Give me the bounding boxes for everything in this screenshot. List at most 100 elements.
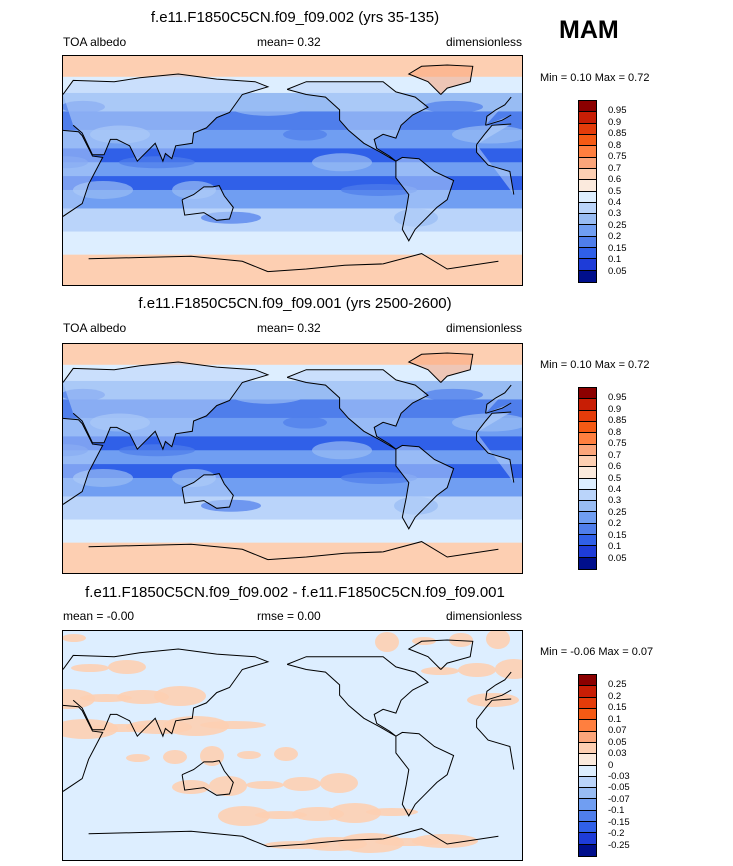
colorbar-swatch [579, 388, 596, 400]
coastline-australia [181, 760, 234, 796]
panel-top-variable-label: TOA albedo [63, 35, 127, 49]
colorbar-tick-label: 0.5 [608, 472, 622, 484]
colorbar-tick-label: 0.15 [608, 242, 627, 254]
colorbar-swatch [579, 467, 596, 479]
colorbar-tick-label: 0.4 [608, 196, 622, 208]
colorbar-tick-label: 0.05 [608, 265, 627, 277]
colorbar-swatch [579, 134, 596, 147]
panel-bottom-map [62, 630, 523, 861]
panel-middle-variable-label: TOA albedo [63, 321, 127, 335]
colorbar-swatch [579, 270, 596, 282]
field-band [63, 344, 522, 366]
field-blob [486, 631, 510, 649]
colorbar-swatch [579, 844, 596, 856]
field-blob [341, 183, 417, 196]
colorbar-tick-label: 0.1 [608, 713, 622, 725]
panel-middle-mean-label: mean= 0.32 [257, 321, 321, 335]
field-band [63, 496, 522, 521]
colorbar-tick-label: 0.03 [608, 748, 627, 760]
colorbar-tick-label: -0.15 [608, 816, 630, 828]
field-blob [292, 807, 344, 821]
panel-bottom-mean-label: mean = -0.00 [63, 609, 135, 623]
colorbar-swatch [579, 546, 596, 558]
coastline-eurasia [63, 361, 512, 451]
colorbar-tick-label: 0.9 [608, 116, 622, 128]
colorbar-swatch [579, 810, 596, 823]
field-blob [423, 100, 483, 113]
panel-bottom-title: f.e11.F1850C5CN.f09_f09.002 - f.e11.F185… [85, 584, 505, 601]
colorbar-swatch [579, 720, 596, 732]
panel-top-minmax: Min = 0.10 Max = 0.72 [540, 72, 650, 84]
colorbar-swatch [579, 225, 596, 237]
colorbar-tick-label: -0.2 [608, 828, 625, 840]
field-blob [312, 441, 372, 460]
panel-middle-title: f.e11.F1850C5CN.f09_f09.001 (yrs 2500-26… [138, 295, 452, 312]
colorbar-swatch [579, 433, 596, 445]
field-blob [283, 777, 321, 791]
colorbar-swatch [579, 123, 596, 135]
colorbar-tick-label: 0.07 [608, 725, 627, 737]
colorbar-swatch [579, 146, 596, 158]
field-blob [329, 803, 381, 823]
colorbar-swatch [579, 202, 596, 215]
panel-middle-minmax: Min = 0.10 Max = 0.72 [540, 359, 650, 371]
field-blob [449, 633, 473, 647]
colorbar-tick-label: 0.8 [608, 139, 622, 151]
panel-middle-units-label: dimensionless [446, 321, 523, 335]
colorbar-tick-label: 0.85 [608, 415, 627, 427]
coastline-south-america [395, 444, 455, 530]
colorbar-swatch [579, 157, 596, 169]
coastline-greenland [407, 64, 474, 95]
panel-top-map-svg [63, 56, 522, 285]
field-band [63, 231, 522, 256]
colorbar-tick-label: 0.05 [608, 552, 627, 564]
coastline-antarctica [88, 541, 499, 561]
coastline-eurasia [63, 648, 512, 738]
field-blob [71, 664, 109, 672]
panel-middle-colorbar [578, 387, 597, 570]
colorbar-swatch [579, 708, 596, 721]
field-blob [117, 690, 169, 704]
season-label: MAM [559, 16, 619, 44]
colorbar-swatch [579, 112, 596, 124]
colorbar-swatch [579, 501, 596, 513]
field-blob [119, 444, 195, 457]
colorbar-tick-label: 0.3 [608, 208, 622, 220]
colorbar-swatch [579, 259, 596, 271]
coastline-greenland [407, 639, 474, 670]
colorbar-tick-label: 0.95 [608, 105, 627, 117]
colorbar-tick-label: 0.8 [608, 426, 622, 438]
field-blob [312, 153, 372, 172]
field-blob [63, 719, 118, 739]
field-blob [237, 751, 261, 759]
field-blob [119, 156, 195, 169]
panel-middle-map [62, 343, 523, 574]
field-band [63, 189, 522, 210]
panel-bottom-minmax: Min = -0.06 Max = 0.07 [540, 646, 654, 658]
coastline-africa [63, 123, 515, 217]
colorbar-tick-label: -0.25 [608, 839, 630, 851]
panel-bottom-map-svg [63, 631, 522, 860]
colorbar-swatch [579, 421, 596, 434]
colorbar-swatch [579, 833, 596, 845]
colorbar-swatch [579, 822, 596, 834]
colorbar-swatch [579, 455, 596, 468]
coastline-eurasia [63, 73, 512, 163]
colorbar-tick-label: 0.25 [608, 219, 627, 231]
colorbar-tick-label: 0.9 [608, 403, 622, 415]
colorbar-swatch [579, 535, 596, 547]
colorbar-swatch [579, 191, 596, 203]
colorbar-tick-label: 0 [608, 759, 614, 771]
field-blob [63, 634, 86, 642]
colorbar-tick-label: 0.95 [608, 392, 627, 404]
field-blob [163, 750, 187, 764]
field-blob [341, 471, 417, 484]
coastline-australia [181, 473, 234, 509]
colorbar-tick-label: 0.7 [608, 162, 622, 174]
field-band [63, 208, 522, 233]
colorbar-tick-label: 0.3 [608, 495, 622, 507]
field-blob [423, 388, 483, 401]
field-blob [209, 776, 247, 796]
colorbar-swatch [579, 214, 596, 226]
coastline-africa [63, 698, 515, 792]
